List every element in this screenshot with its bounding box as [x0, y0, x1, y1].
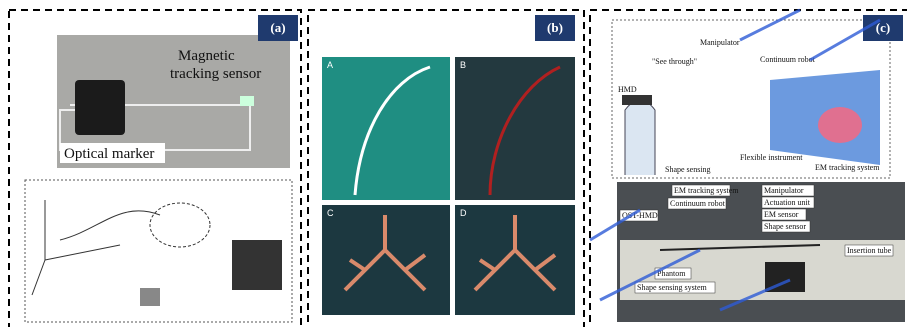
sub-label: D — [460, 208, 467, 218]
hmd — [622, 95, 652, 105]
label: Manipulator — [700, 38, 740, 47]
label: EM tracking system — [815, 163, 880, 172]
label: Magnetic — [178, 48, 235, 64]
marker — [75, 80, 125, 135]
organ — [818, 107, 862, 143]
label: Actuation unit — [764, 198, 811, 207]
sub-label: C — [327, 208, 334, 218]
label: Continuum robot — [760, 55, 816, 64]
label: Optical marker — [64, 146, 154, 162]
image — [322, 57, 450, 200]
panel-label: (b) — [547, 20, 563, 35]
panel-label: (a) — [270, 20, 285, 35]
label: Shape sensing — [665, 165, 711, 174]
image — [455, 57, 575, 200]
figure: Magnetic tracking sensor Optical marker … — [0, 0, 907, 327]
label: tracking sensor — [170, 66, 261, 82]
label: Continuum robot — [670, 199, 726, 208]
label: Manipulator — [764, 186, 804, 195]
sub-label: B — [460, 60, 466, 70]
label: EM tracking system — [674, 186, 739, 195]
sub-label: A — [327, 60, 333, 70]
label: Shape sensor — [764, 222, 806, 231]
ct — [232, 240, 282, 290]
generator — [140, 288, 160, 306]
label: Shape sensing system — [637, 283, 708, 292]
label: HMD — [618, 85, 637, 94]
label: Flexible instrument — [740, 153, 803, 162]
label: "See through" — [652, 57, 697, 66]
label: Insertion tube — [847, 246, 892, 255]
sensor — [240, 96, 254, 106]
label: EM sensor — [764, 210, 799, 219]
person — [625, 100, 655, 175]
